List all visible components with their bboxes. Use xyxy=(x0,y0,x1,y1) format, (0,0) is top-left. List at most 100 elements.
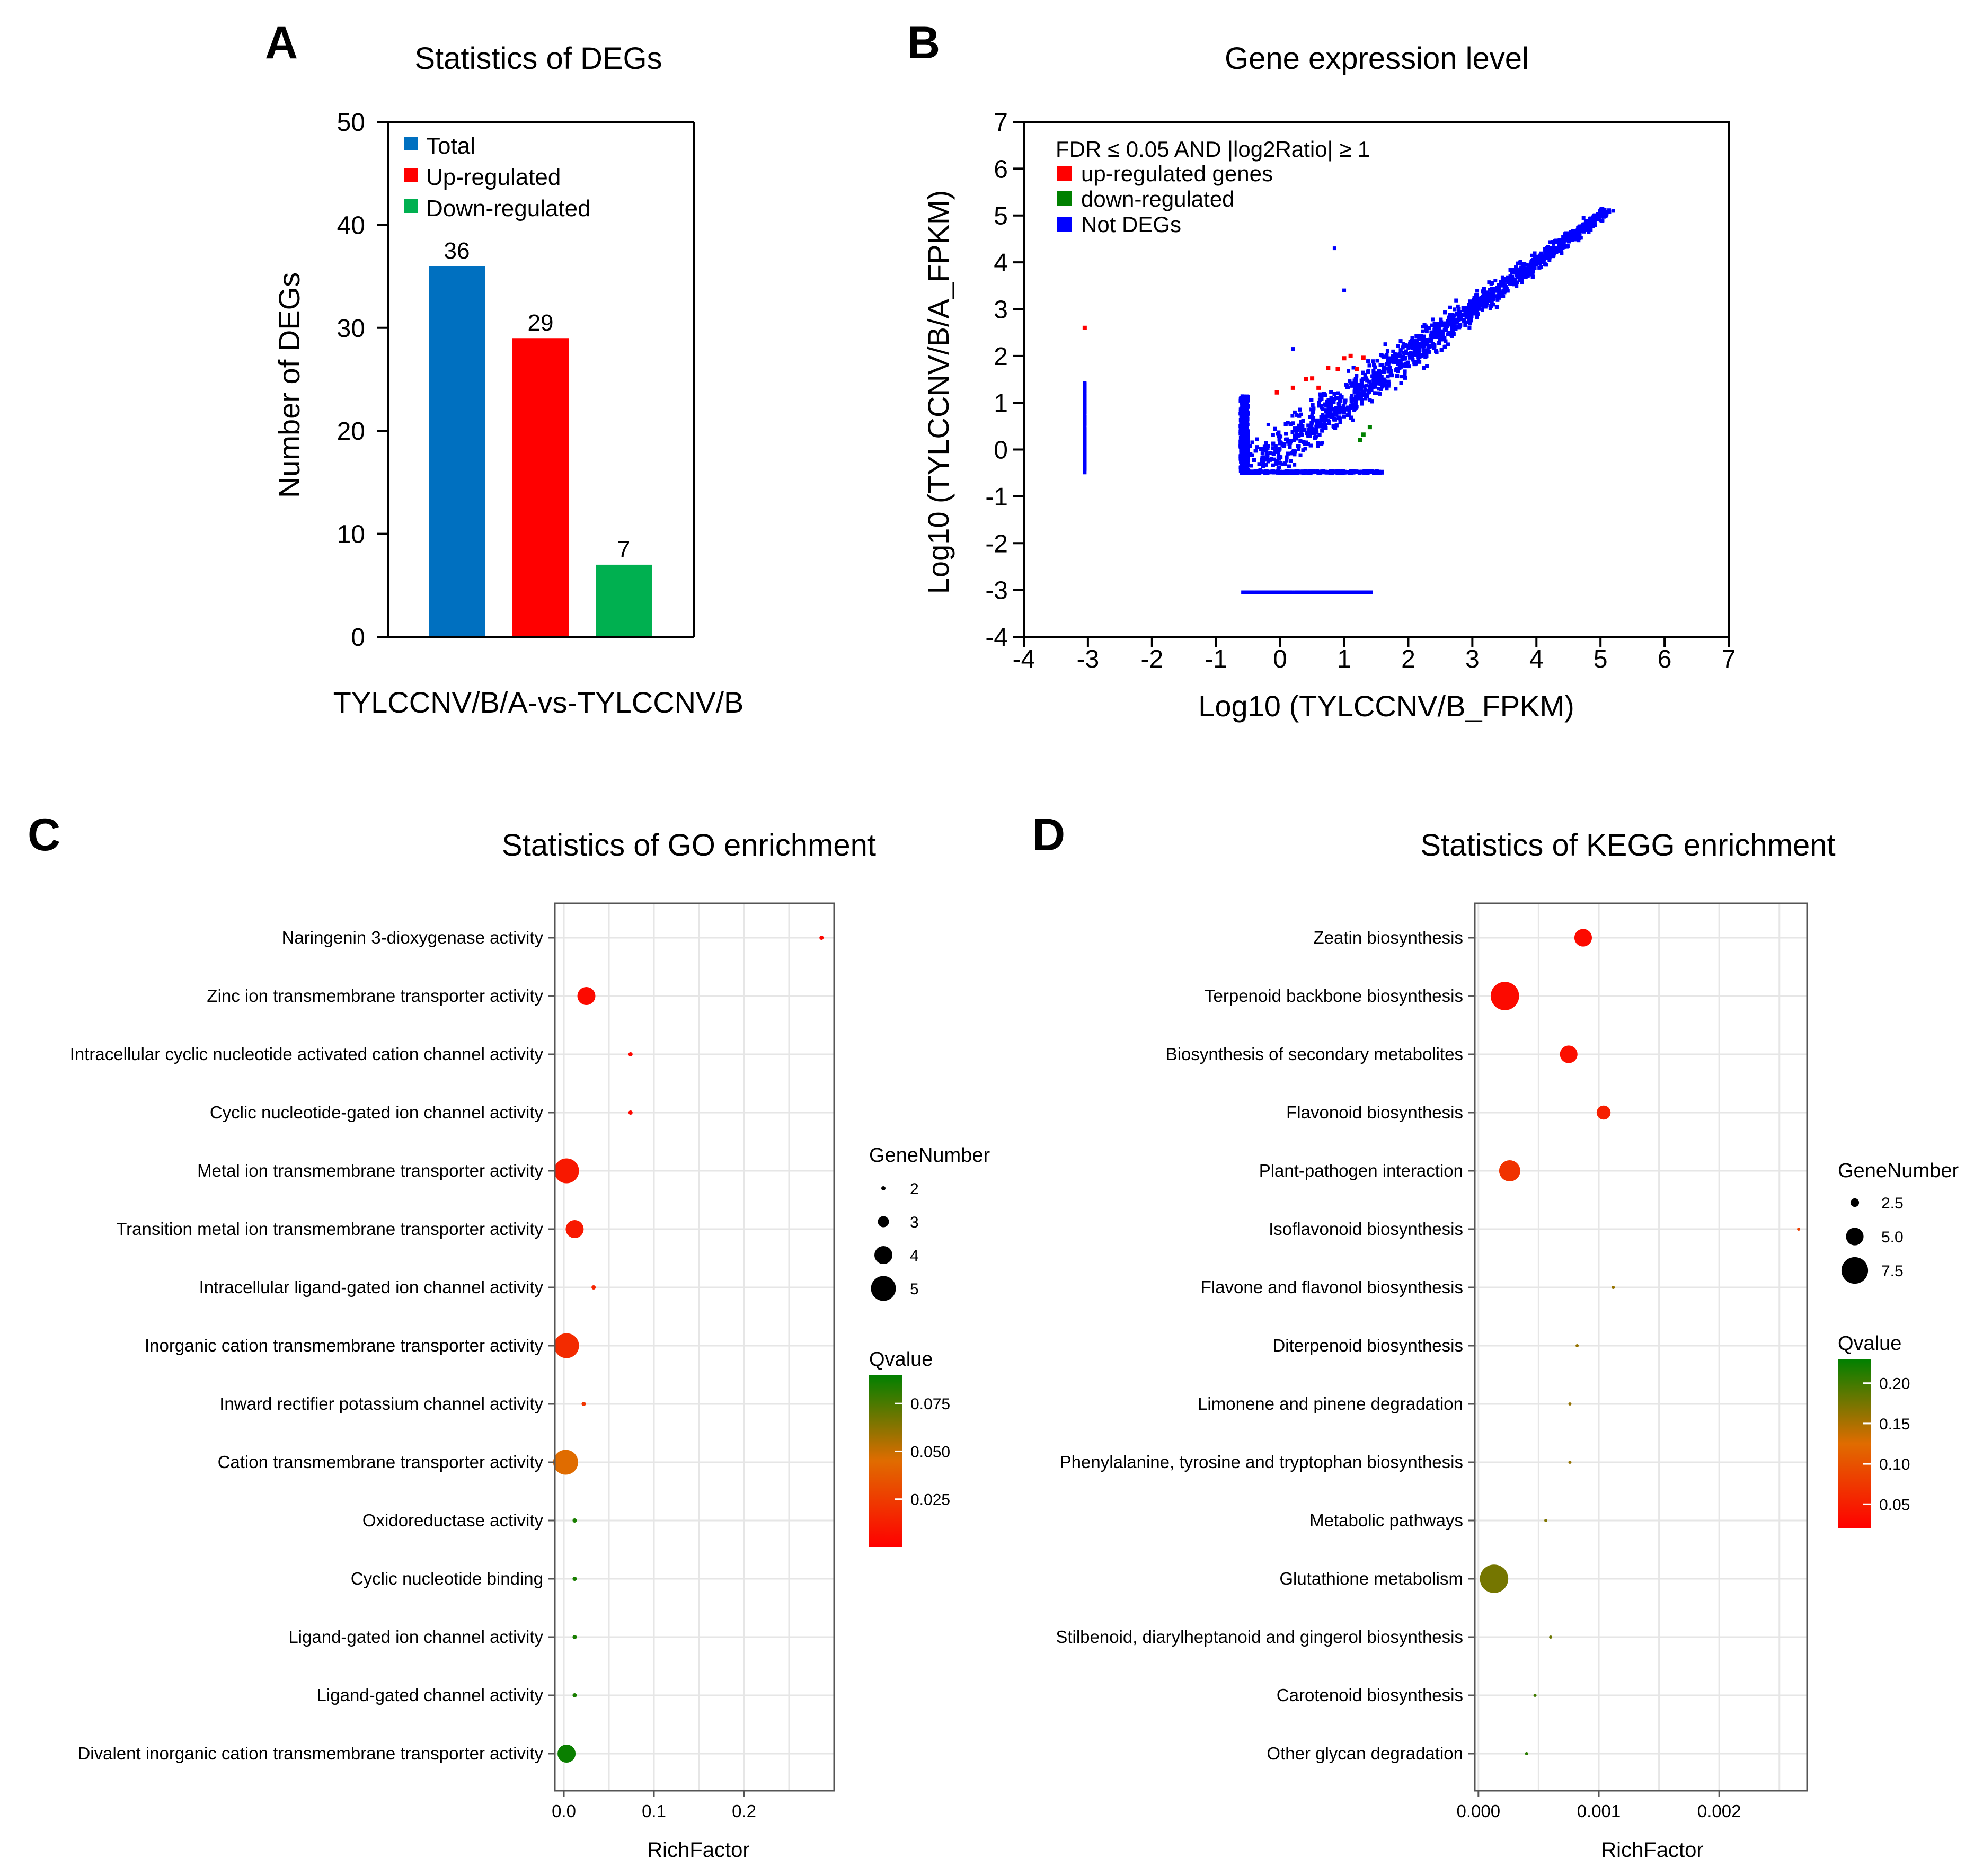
scatter-point-not-deg xyxy=(1419,334,1423,339)
scatter-point-not-deg xyxy=(1450,313,1455,317)
scatter-point-not-deg xyxy=(1350,398,1354,402)
scatter-point-not-deg xyxy=(1299,412,1303,416)
scatter-point-not-deg xyxy=(1266,459,1270,464)
scatter-point-not-deg xyxy=(1276,590,1280,594)
scatter-point-not-deg xyxy=(1521,272,1525,276)
scatter-point-not-deg xyxy=(1497,290,1501,294)
scatter-point-not-deg xyxy=(1274,447,1279,451)
scatter-point-not-deg xyxy=(1473,305,1477,309)
scatter-point-not-deg xyxy=(1396,354,1401,358)
scatter-point-not-deg xyxy=(1516,268,1520,272)
scatter-point-not-deg xyxy=(1317,401,1321,405)
scatter-point-not-deg xyxy=(1329,405,1333,410)
scatter-point-not-deg xyxy=(1249,464,1253,468)
scatter-point-not-deg xyxy=(1412,339,1416,343)
scatter-point-not-deg xyxy=(1353,398,1358,402)
scatter-point-not-deg xyxy=(1501,294,1506,298)
panel-b-title: Gene expression level xyxy=(1225,41,1529,76)
scatter-point-not-deg xyxy=(1315,418,1320,422)
scatter-point-not-deg xyxy=(1417,334,1421,338)
scatter-point-not-deg xyxy=(1447,315,1451,319)
scatter-point-not-deg xyxy=(1421,344,1426,348)
scatter-point-not-deg xyxy=(1538,257,1543,261)
scatter-point-not-deg xyxy=(1570,238,1574,242)
scatter-point-not-deg xyxy=(1515,273,1519,277)
scatter-point-not-deg xyxy=(1383,342,1387,346)
panel-a-letter: A xyxy=(265,17,298,68)
scatter-point-not-deg xyxy=(1449,333,1453,337)
scatter-point-not-deg xyxy=(1364,376,1368,380)
scatter-point-not-deg xyxy=(1391,354,1395,358)
scatter-point-not-deg xyxy=(1572,233,1577,237)
scatter-point-not-deg xyxy=(1278,440,1282,444)
scatter-point-not-deg xyxy=(1242,445,1246,449)
scatter-point-not-deg xyxy=(1244,437,1248,441)
scatter-point-not-deg xyxy=(1395,374,1399,378)
scatter-point-not-deg xyxy=(1487,296,1491,300)
scatter-point-not-deg xyxy=(1250,453,1254,457)
scatter-point-not-deg xyxy=(1467,325,1472,330)
scatter-point-not-deg xyxy=(1439,348,1444,352)
scatter-point-not-deg xyxy=(1353,379,1358,383)
scatter-point-not-deg xyxy=(1403,372,1407,377)
scatter-point-not-deg xyxy=(1552,251,1556,255)
scatter-point-not-deg xyxy=(1272,457,1276,461)
scatter-point-not-deg xyxy=(1295,413,1299,417)
scatter-point-not-deg xyxy=(1083,384,1087,388)
scatter-point-not-deg xyxy=(1432,325,1437,329)
scatter-point-not-deg xyxy=(1401,345,1405,350)
scatter-point-not-deg xyxy=(1422,340,1426,344)
scatter-point-not-deg xyxy=(1298,453,1303,457)
scatter-point-not-deg xyxy=(1398,354,1403,359)
scatter-point-not-deg xyxy=(1413,341,1417,345)
scatter-point-not-deg xyxy=(1312,431,1316,435)
scatter-point-not-deg xyxy=(1316,444,1320,448)
scatter-point-not-deg xyxy=(1083,419,1087,423)
scatter-point-not-deg xyxy=(1394,355,1398,360)
scatter-point-not-deg xyxy=(1083,439,1087,443)
scatter-point-not-deg xyxy=(1424,328,1428,333)
scatter-point-not-deg xyxy=(1453,324,1457,328)
scatter-point-not-deg xyxy=(1387,357,1391,361)
scatter-point-not-deg xyxy=(1521,266,1526,270)
scatter-point-not-deg xyxy=(1515,284,1519,288)
scatter-point-not-deg xyxy=(1264,452,1269,456)
scatter-point-not-deg xyxy=(1238,439,1243,443)
scatter-point-not-deg xyxy=(1338,420,1342,424)
scatter-point-not-deg xyxy=(1239,454,1243,458)
scatter-point-not-deg xyxy=(1494,294,1498,298)
scatter-point-not-deg xyxy=(1290,414,1295,418)
scatter-point-not-deg xyxy=(1370,385,1375,389)
scatter-point-not-deg xyxy=(1297,423,1301,428)
scatter-point-not-deg xyxy=(1278,461,1282,465)
panel-b-points xyxy=(1082,207,1615,594)
scatter-point-not-deg xyxy=(1249,590,1253,594)
scatter-point-not-deg xyxy=(1539,265,1544,270)
scatter-point-not-deg xyxy=(1324,414,1328,419)
scatter-point-not-deg xyxy=(1242,434,1246,439)
scatter-point-not-deg xyxy=(1329,396,1333,401)
legend-label-up-regulated: Up-regulated xyxy=(426,164,561,190)
scatter-point-not-deg xyxy=(1273,461,1278,466)
scatter-point-not-deg xyxy=(1354,396,1358,400)
scatter-point-not-deg xyxy=(1340,406,1344,410)
scatter-point-not-deg xyxy=(1456,304,1460,308)
scatter-point-not-deg xyxy=(1295,431,1299,435)
scatter-point-not-deg xyxy=(1355,374,1359,378)
scatter-point-not-deg xyxy=(1345,405,1350,410)
scatter-point-not-deg xyxy=(1296,590,1300,594)
scatter-point-not-deg xyxy=(1592,214,1597,218)
scatter-point-not-deg xyxy=(1336,391,1340,395)
scatter-point-not-deg xyxy=(1325,418,1330,422)
scatter-point-not-deg xyxy=(1277,465,1281,469)
scatter-point-not-deg xyxy=(1486,299,1490,303)
scatter-point-not-deg xyxy=(1349,415,1353,420)
scatter-point-not-deg xyxy=(1463,323,1467,327)
scatter-point-not-deg xyxy=(1307,428,1311,432)
scatter-point-not-deg xyxy=(1299,590,1303,594)
scatter-point-not-deg xyxy=(1306,423,1311,428)
scatter-point-not-deg xyxy=(1338,399,1342,403)
scatter-point-not-deg xyxy=(1552,242,1556,246)
scatter-point-not-deg xyxy=(1255,445,1259,449)
scatter-point-not-deg xyxy=(1607,209,1612,214)
